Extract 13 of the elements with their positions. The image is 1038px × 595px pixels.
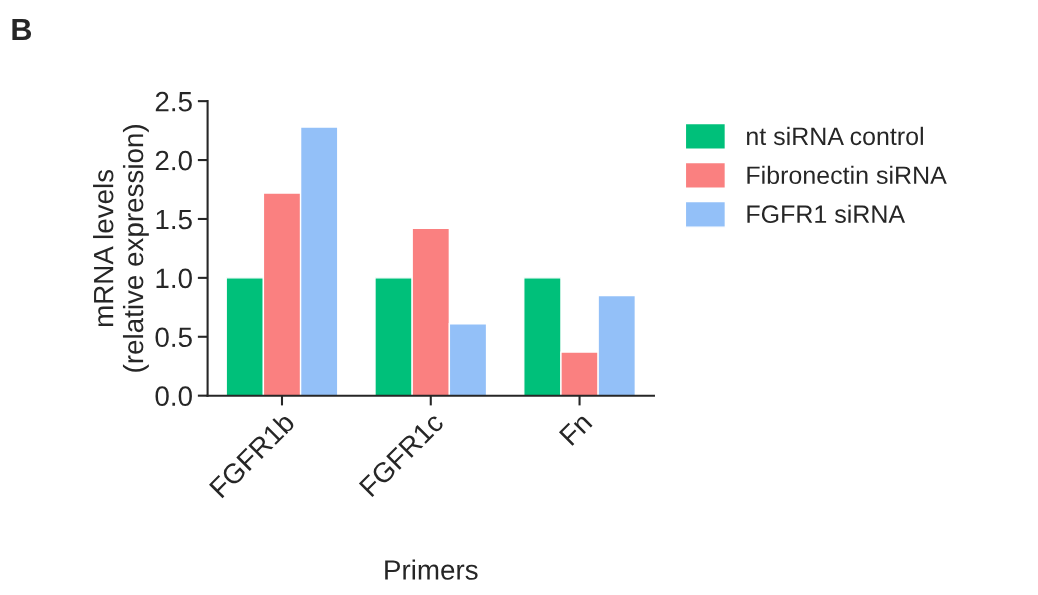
y-axis-title: mRNA levels (relative expression) xyxy=(93,125,149,372)
text: B xyxy=(12,18,32,40)
y-tick-label: 0.0 xyxy=(155,386,192,407)
y-tick-label: 0.5 xyxy=(155,327,192,348)
y-tick-label: 1.5 xyxy=(156,209,192,230)
y-tick-label: 2.0 xyxy=(155,150,192,171)
legend-label: Fibronectin siRNA xyxy=(747,165,947,185)
y-tick-label: 1.0 xyxy=(156,268,192,289)
x-axis-title: Primers xyxy=(385,559,478,580)
legend-label: FGFR1 siRNA xyxy=(747,204,906,224)
x-tick-label: Fn xyxy=(558,412,593,446)
legend-label: nt siRNA control xyxy=(747,126,923,146)
y-tick-label: 2.5 xyxy=(155,91,192,112)
